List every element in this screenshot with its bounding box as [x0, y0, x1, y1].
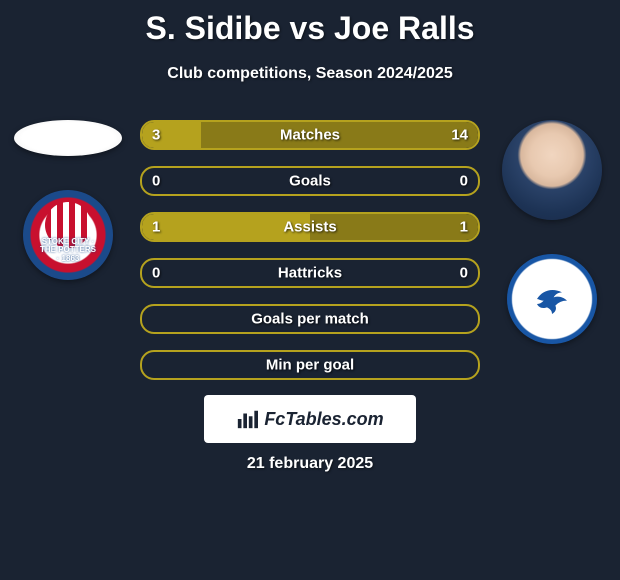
player-b-column	[492, 120, 612, 344]
club-a-ring-text: STOKE CITY · THE POTTERS · 1863	[39, 238, 97, 264]
stat-value-a: 1	[152, 219, 160, 236]
stat-label: Assists	[283, 219, 336, 236]
stat-value-b: 1	[460, 219, 468, 236]
club-b-badge	[507, 254, 597, 344]
watermark-text: FcTables.com	[264, 409, 383, 430]
stat-bar-row: 1 1 Assists	[140, 212, 480, 242]
stat-label: Matches	[280, 127, 340, 144]
stat-label: Goals	[289, 173, 331, 190]
stat-value-a: 3	[152, 127, 160, 144]
stat-bar-row: 3 14 Matches	[140, 120, 480, 150]
stat-bar-row: Goals per match	[140, 304, 480, 334]
player-b-avatar	[502, 120, 602, 220]
stat-bars-container: 3 14 Matches 0 0 Goals 1 1 Assists 0 0 Hattricks Goa…	[140, 120, 480, 380]
stat-value-a: 0	[152, 265, 160, 282]
snapshot-date: 21 february 2025	[247, 455, 373, 473]
stat-bar-row: 0 0 Goals	[140, 166, 480, 196]
stat-bar-row: 0 0 Hattricks	[140, 258, 480, 288]
stat-value-b: 0	[460, 173, 468, 190]
stat-bar-fill-a	[142, 122, 201, 148]
stat-label: Goals per match	[251, 311, 369, 328]
stat-value-a: 0	[152, 173, 160, 190]
stat-bar-row: Min per goal	[140, 350, 480, 380]
player-a-avatar	[14, 120, 122, 156]
bird-icon	[532, 279, 572, 319]
comparison-title: S. Sidibe vs Joe Ralls	[0, 0, 620, 47]
fctables-watermark: FcTables.com	[204, 395, 416, 443]
stat-label: Min per goal	[266, 357, 354, 374]
comparison-subtitle: Club competitions, Season 2024/2025	[0, 65, 620, 83]
club-a-badge: STOKE CITY · THE POTTERS · 1863	[23, 190, 113, 280]
stat-value-b: 14	[451, 127, 468, 144]
stat-label: Hattricks	[278, 265, 342, 282]
player-a-column: STOKE CITY · THE POTTERS · 1863	[8, 120, 128, 280]
barchart-icon	[236, 408, 258, 430]
stat-value-b: 0	[460, 265, 468, 282]
